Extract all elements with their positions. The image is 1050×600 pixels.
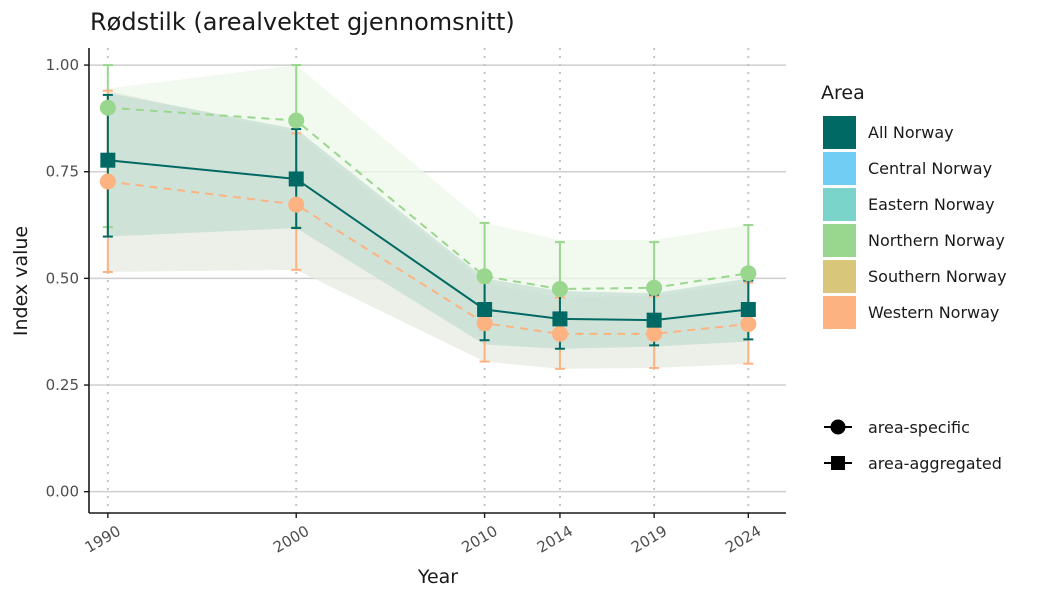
data-point bbox=[476, 268, 493, 285]
legend-shape-label: area-specific bbox=[868, 418, 970, 437]
x-tick-label: 2019 bbox=[628, 522, 670, 557]
data-point bbox=[646, 312, 662, 328]
series-line-northern-norway bbox=[107, 106, 749, 291]
y-tick-label: 0.25 bbox=[46, 376, 79, 394]
x-tick-label: 2014 bbox=[534, 522, 576, 557]
y-tick-label: 0.00 bbox=[46, 483, 79, 501]
x-tick-label: 2010 bbox=[459, 522, 501, 557]
data-point bbox=[476, 315, 493, 332]
data-point bbox=[99, 99, 116, 116]
data-point bbox=[477, 302, 493, 318]
y-axis-ticks: 0.00 0.25 0.50 0.75 1.00 bbox=[46, 56, 89, 501]
data-point bbox=[646, 279, 663, 296]
legend-key-swatch bbox=[823, 116, 856, 149]
legend-shape-marker bbox=[830, 419, 846, 435]
series-points bbox=[99, 99, 757, 342]
data-point bbox=[99, 173, 116, 190]
y-tick-label: 0.50 bbox=[46, 269, 79, 287]
data-point bbox=[646, 325, 663, 342]
legend-shape-marker bbox=[831, 456, 845, 470]
data-point bbox=[551, 325, 568, 342]
legend-key-label: Southern Norway bbox=[868, 267, 1007, 286]
x-tick-label: 2000 bbox=[270, 522, 312, 557]
y-tick-label: 1.00 bbox=[46, 56, 79, 74]
legend-key-swatch bbox=[823, 224, 856, 257]
legend: Area All Norway Central Norway Eastern Nor… bbox=[821, 82, 1007, 473]
x-axis-title: Year bbox=[417, 566, 458, 588]
series-line-all-norway bbox=[107, 159, 749, 322]
data-point bbox=[551, 281, 568, 298]
y-tick-label: 0.75 bbox=[46, 163, 79, 181]
data-point bbox=[552, 311, 568, 327]
legend-shape-keys: area-specific area-aggregated bbox=[824, 418, 1002, 473]
x-tick-label: 1990 bbox=[82, 522, 124, 557]
x-tick-label: 2024 bbox=[722, 522, 764, 557]
chart-title: Rødstilk (arealvektet gjennomsnitt) bbox=[90, 8, 515, 36]
series-line-western-norway bbox=[107, 180, 749, 335]
data-point bbox=[288, 112, 305, 129]
legend-key-swatch bbox=[823, 260, 856, 293]
legend-key-label: Central Norway bbox=[868, 159, 992, 178]
legend-key-swatch bbox=[823, 296, 856, 329]
legend-key-label: Western Norway bbox=[868, 303, 999, 322]
data-point bbox=[740, 302, 756, 318]
data-point bbox=[100, 152, 116, 168]
legend-key-label: Northern Norway bbox=[868, 231, 1005, 250]
legend-key-swatch bbox=[823, 188, 856, 221]
legend-shape-label: area-aggregated bbox=[868, 454, 1002, 473]
data-point bbox=[288, 171, 304, 187]
y-axis-title: Index value bbox=[10, 226, 32, 336]
data-point bbox=[288, 196, 305, 213]
series-lines bbox=[107, 106, 749, 335]
legend-key-swatch bbox=[823, 152, 856, 185]
confidence-bands bbox=[107, 65, 749, 369]
data-point bbox=[740, 316, 757, 333]
legend-title: Area bbox=[821, 82, 865, 104]
data-point bbox=[740, 265, 757, 282]
x-axis-ticks: 1990 2000 2010 2014 2019 2024 bbox=[82, 513, 764, 557]
legend-key-label: Eastern Norway bbox=[868, 195, 995, 214]
legend-key-label: All Norway bbox=[868, 123, 954, 142]
band-all-norway bbox=[107, 92, 749, 349]
legend-area-keys: All Norway Central Norway Eastern Norway No… bbox=[823, 116, 1007, 329]
